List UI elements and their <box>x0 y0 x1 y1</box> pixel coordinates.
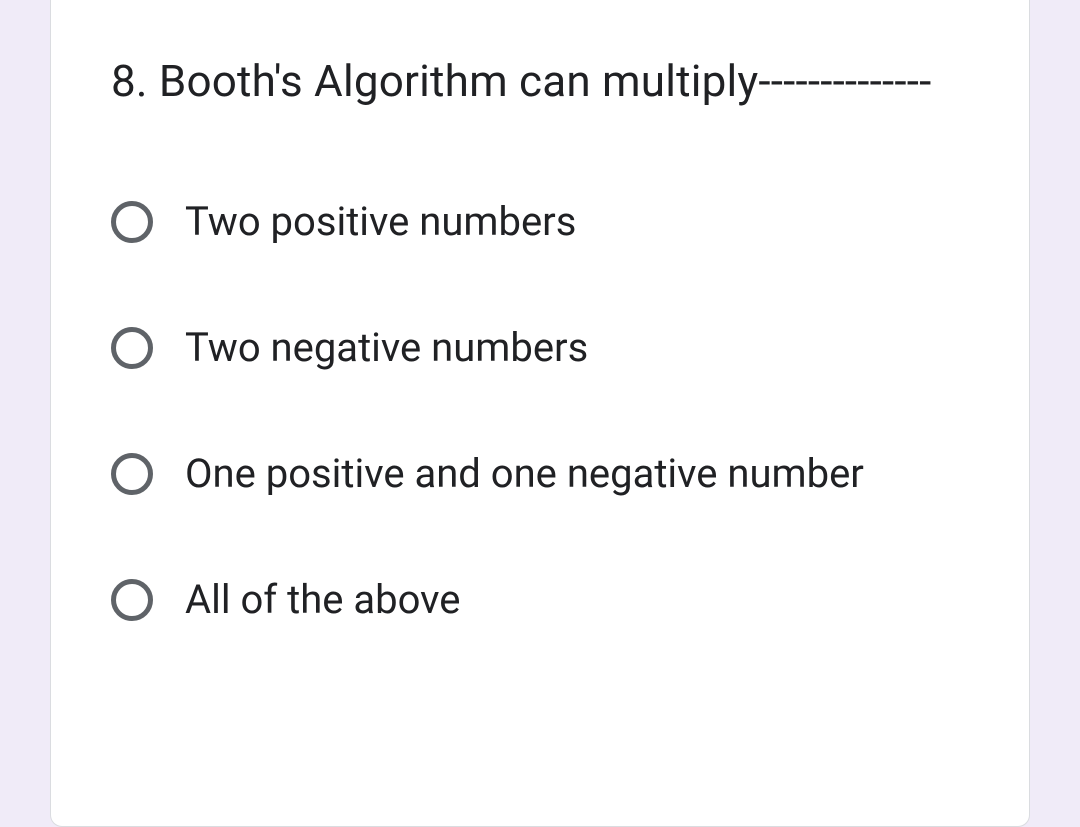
option-row[interactable]: One positive and one negative number <box>111 446 969 502</box>
question-card: 8. Booth's Algorithm can multiply-------… <box>50 0 1030 827</box>
option-row[interactable]: Two positive numbers <box>111 194 969 250</box>
question-text: 8. Booth's Algorithm can multiply-------… <box>111 48 969 114</box>
option-label: One positive and one negative number <box>185 446 864 502</box>
option-row[interactable]: Two negative numbers <box>111 320 969 376</box>
option-row[interactable]: All of the above <box>111 572 969 628</box>
options-group: Two positive numbers Two negative number… <box>111 194 969 628</box>
radio-icon[interactable] <box>111 201 153 243</box>
option-label: All of the above <box>185 572 460 628</box>
radio-icon[interactable] <box>111 453 153 495</box>
radio-icon[interactable] <box>111 327 153 369</box>
radio-icon[interactable] <box>111 579 153 621</box>
option-label: Two positive numbers <box>185 194 576 250</box>
option-label: Two negative numbers <box>185 320 588 376</box>
